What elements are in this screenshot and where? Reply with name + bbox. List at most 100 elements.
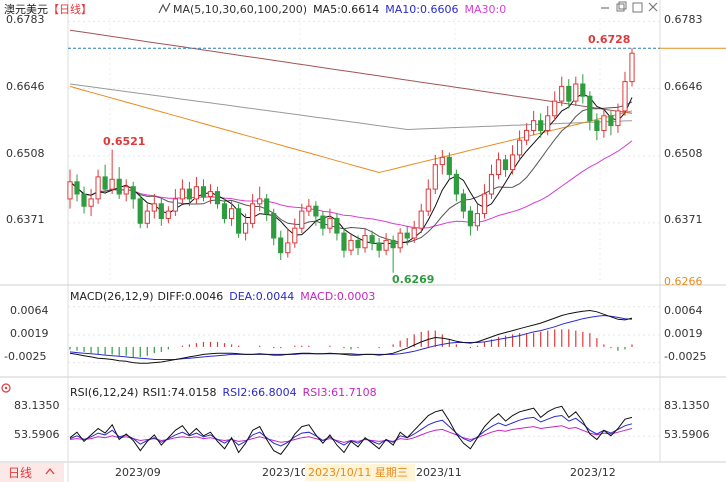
candle-body	[573, 83, 579, 102]
symbol-label: 澳元美元	[4, 3, 48, 16]
candle-body	[481, 193, 488, 215]
maximize-icon[interactable]	[632, 2, 643, 13]
candle-body	[552, 100, 558, 117]
left-high-annotation: 0.6521	[103, 135, 145, 148]
candle-body	[200, 186, 207, 197]
candle-body	[495, 159, 502, 176]
candle-body	[404, 232, 410, 239]
candle-body	[165, 210, 171, 219]
y-tick-right: 0.6646	[664, 80, 703, 93]
candle-body	[397, 232, 403, 249]
candle-body	[439, 156, 445, 166]
candle-body	[446, 156, 452, 175]
candle-body	[334, 217, 340, 234]
svg-text:MA(5,10,30,60,100,200)MA5:0.66: MA(5,10,30,60,100,200) MA5:0.6614 MA10:0.6…	[173, 3, 506, 16]
period-button[interactable]: 日线	[0, 463, 64, 482]
rsi2-value: RSI2:66.8004	[223, 386, 297, 399]
candle-body	[88, 198, 94, 207]
period-label: 【日线】	[48, 2, 92, 16]
candle-body	[123, 186, 129, 195]
y-tick-right: 0.6783	[664, 13, 703, 26]
y-tick-right: 0.6508	[664, 147, 703, 160]
y-tick-left: 0.6783	[6, 13, 45, 26]
rsi3-value: RSI3:61.7108	[303, 386, 377, 399]
macd-tick-right: -0.0025	[664, 350, 706, 363]
candle-body	[418, 210, 424, 229]
candle-body	[285, 242, 291, 254]
candle-body	[229, 208, 235, 219]
candle-body	[236, 208, 242, 234]
macd-tick-right: 0.0064	[664, 304, 703, 317]
diff-line	[69, 309, 633, 364]
candle-body	[299, 210, 305, 229]
candle-body	[292, 227, 298, 244]
rsi-axis: 83.1350 53.5906 83.1350 53.5906	[14, 399, 710, 441]
chart-type-icon[interactable]	[158, 2, 171, 14]
rsi3-line	[69, 425, 633, 443]
candle-body	[608, 115, 614, 127]
rsi-grid	[68, 408, 660, 437]
rsi-tick: 53.5906	[14, 428, 60, 441]
candle-body	[615, 110, 621, 127]
candle-body	[432, 164, 438, 190]
low-annotation: 0.6269	[392, 273, 434, 286]
candle-body	[214, 191, 221, 205]
candle-body	[257, 198, 263, 205]
dea-line	[69, 314, 633, 360]
candle-body	[313, 205, 319, 217]
chevron-up-icon	[45, 468, 55, 475]
candle-body	[193, 186, 200, 200]
candle-body	[524, 129, 530, 141]
ma30-line	[69, 140, 633, 229]
macd-grid	[68, 306, 660, 364]
ma10-line	[69, 101, 633, 244]
candle-body	[109, 178, 115, 190]
candlesticks[interactable]	[67, 48, 635, 273]
candle-body	[559, 85, 565, 102]
candle-body	[306, 205, 312, 212]
candle-body	[390, 239, 396, 249]
candle-body	[264, 198, 270, 215]
settings-icon[interactable]	[1, 383, 11, 393]
candle-body	[81, 193, 87, 207]
candle-body	[488, 173, 495, 195]
svg-text:澳元美元【日线】: 澳元美元【日线】	[4, 2, 92, 16]
candle-body	[587, 95, 593, 122]
price-grid	[68, 18, 660, 282]
candle-body	[453, 173, 459, 195]
candle-body	[601, 115, 607, 132]
macd-tick-right: 0.0019	[664, 327, 703, 340]
candle-body	[580, 83, 586, 97]
cursor-date-label: 2023/10/11 星期三	[305, 464, 415, 481]
macd-name: MACD(26,12,9)	[70, 290, 154, 303]
y-tick-right: 0.6371	[664, 213, 703, 226]
candle-body	[629, 52, 635, 83]
restore-icon[interactable]	[616, 1, 627, 12]
svg-text:2023/10/11 星期三: 2023/10/11 星期三	[308, 466, 408, 479]
ma200-line	[69, 29, 633, 114]
y-tick-left: 0.6508	[6, 147, 45, 160]
candle-body	[179, 188, 186, 200]
candle-body	[137, 198, 143, 224]
candle-body	[383, 239, 389, 251]
candle-body	[144, 210, 150, 224]
candle-body	[250, 203, 256, 224]
candle-body	[467, 210, 473, 227]
candle-body	[474, 213, 480, 227]
candle-body	[116, 178, 122, 195]
date-label: 2023/09	[115, 466, 161, 479]
rsi-tick-right: 83.1350	[664, 399, 710, 412]
ma-label: MA(5,10,30,60,100,200)	[173, 3, 307, 16]
candle-body	[207, 191, 214, 198]
candle-body	[531, 120, 537, 131]
candle-body	[151, 203, 157, 212]
candle-body	[74, 181, 80, 195]
rsi-tick: 83.1350	[14, 399, 60, 412]
close-icon[interactable]	[648, 2, 658, 12]
macd-axis: 0.0064 0.0019 -0.0025 0.0064 0.0019 -0.0…	[4, 304, 706, 363]
candle-body	[271, 213, 277, 239]
date-label: 2023/12	[570, 466, 616, 479]
